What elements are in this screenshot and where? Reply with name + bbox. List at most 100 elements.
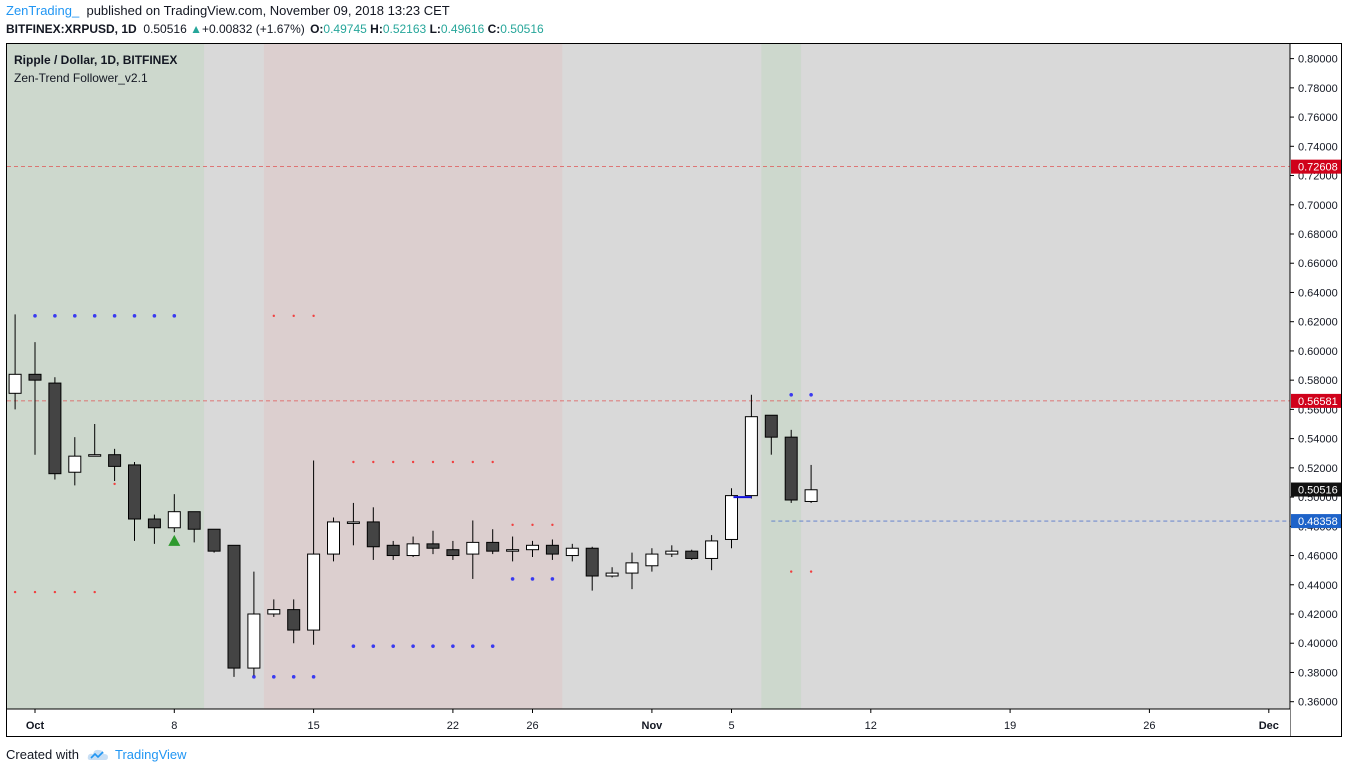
trend-dot bbox=[510, 577, 515, 581]
trend-dot bbox=[272, 314, 275, 318]
candle-body[interactable] bbox=[128, 464, 141, 520]
candle-body[interactable] bbox=[207, 528, 221, 552]
trend-dot bbox=[411, 644, 415, 648]
trend-dot bbox=[112, 314, 117, 318]
trend-dot bbox=[471, 460, 474, 464]
y-tick-label: 0.54000 bbox=[1298, 434, 1338, 446]
candle-body[interactable] bbox=[307, 553, 321, 631]
trend-dot bbox=[172, 314, 177, 318]
x-tick-label: Nov bbox=[642, 720, 664, 732]
y-tick-label: 0.62000 bbox=[1298, 317, 1338, 329]
trend-zone-green bbox=[761, 44, 802, 709]
candle-body[interactable] bbox=[366, 521, 380, 548]
trend-dot bbox=[531, 523, 534, 527]
price-label-text: 0.72608 bbox=[1298, 162, 1338, 174]
author-link[interactable]: ZenTrading_ bbox=[6, 3, 80, 18]
candle-body[interactable] bbox=[466, 541, 480, 555]
trend-dot bbox=[292, 314, 295, 318]
candle-body[interactable] bbox=[346, 521, 360, 524]
tradingview-link[interactable]: TradingView bbox=[114, 747, 187, 762]
trend-dot bbox=[530, 577, 535, 581]
candle-body[interactable] bbox=[764, 414, 778, 438]
candle-body[interactable] bbox=[386, 544, 400, 557]
candle-body[interactable] bbox=[625, 562, 639, 574]
candle-body[interactable] bbox=[227, 544, 241, 669]
candle-body[interactable] bbox=[705, 540, 719, 559]
x-tick-label: 22 bbox=[447, 720, 459, 732]
trend-dot bbox=[550, 577, 555, 581]
candle-body[interactable] bbox=[108, 454, 122, 467]
candle-body[interactable] bbox=[506, 549, 520, 552]
created-with-text: Created with bbox=[6, 747, 79, 762]
candle-body[interactable] bbox=[48, 382, 62, 475]
candle-body[interactable] bbox=[784, 436, 798, 501]
low-label: L: bbox=[429, 22, 441, 36]
trend-dot bbox=[372, 460, 375, 464]
price-axis[interactable] bbox=[1290, 44, 1342, 737]
trend-dot bbox=[371, 644, 376, 648]
price-label-box bbox=[1291, 514, 1341, 529]
price-label-box bbox=[1291, 159, 1341, 174]
trend-dot bbox=[431, 460, 435, 464]
close-value: 0.50516 bbox=[500, 22, 544, 36]
candle-body[interactable] bbox=[167, 511, 181, 529]
indicator-name: Zen-Trend Follower_v2.1 bbox=[14, 71, 148, 85]
candle-body[interactable] bbox=[645, 553, 659, 567]
candle-body[interactable] bbox=[665, 550, 679, 555]
candle-body[interactable] bbox=[267, 609, 281, 615]
candle-body[interactable] bbox=[28, 373, 42, 381]
candle-body[interactable] bbox=[406, 543, 420, 557]
candle-body[interactable] bbox=[526, 544, 539, 551]
candle-body[interactable] bbox=[725, 495, 738, 540]
candle-body[interactable] bbox=[327, 521, 340, 555]
trend-dot bbox=[132, 314, 137, 318]
y-tick-label: 0.60000 bbox=[1298, 346, 1338, 358]
y-tick-label: 0.76000 bbox=[1298, 112, 1338, 124]
trend-dot bbox=[789, 392, 793, 397]
y-tick-label: 0.42000 bbox=[1298, 609, 1338, 621]
candle-body[interactable] bbox=[187, 511, 201, 530]
y-tick-label: 0.38000 bbox=[1298, 667, 1338, 679]
published-text: published on TradingView.com, November 0… bbox=[86, 3, 450, 18]
candlestick-chart[interactable]: 0.36000 0.38000 0.40000 0.42000 0.44000 0.460… bbox=[7, 44, 1342, 737]
time-axis[interactable] bbox=[7, 709, 1290, 737]
trend-dot bbox=[431, 644, 435, 648]
y-tick-label: 0.52000 bbox=[1298, 463, 1338, 475]
trend-zone-neutral bbox=[801, 44, 1290, 709]
y-tick-label: 0.68000 bbox=[1298, 229, 1338, 241]
candle-body[interactable] bbox=[8, 373, 22, 394]
candle-body[interactable] bbox=[804, 489, 818, 502]
price-label-box bbox=[1291, 482, 1341, 497]
price-label-box bbox=[1291, 393, 1341, 408]
trend-dot bbox=[790, 570, 793, 573]
x-tick-label: Dec bbox=[1259, 720, 1279, 732]
x-tick-label: 19 bbox=[1004, 720, 1016, 732]
candle-body[interactable] bbox=[545, 544, 559, 555]
candle-body[interactable] bbox=[744, 416, 758, 497]
trend-dot bbox=[13, 590, 17, 594]
candle-body[interactable] bbox=[585, 547, 599, 577]
candle-body[interactable] bbox=[486, 541, 500, 552]
candle-body[interactable] bbox=[685, 550, 699, 559]
trend-dot bbox=[451, 644, 455, 648]
candle-body[interactable] bbox=[247, 613, 261, 669]
trend-dot bbox=[351, 644, 356, 648]
candle-body[interactable] bbox=[565, 547, 579, 557]
trend-dot bbox=[352, 460, 355, 464]
trend-dot bbox=[33, 590, 37, 594]
candle-body[interactable] bbox=[605, 572, 619, 577]
y-tick-label: 0.64000 bbox=[1298, 287, 1338, 299]
trend-dot bbox=[311, 675, 316, 679]
trend-dot bbox=[152, 314, 157, 318]
trend-dot bbox=[411, 460, 415, 464]
price-label-text: 0.56581 bbox=[1298, 396, 1338, 408]
candle-body[interactable] bbox=[147, 518, 161, 529]
candle-body[interactable] bbox=[88, 454, 102, 457]
trend-dot bbox=[511, 523, 514, 527]
candle-body[interactable] bbox=[287, 609, 301, 631]
trend-dot bbox=[92, 314, 97, 318]
candle-body[interactable] bbox=[426, 543, 440, 549]
candle-body[interactable] bbox=[68, 455, 82, 473]
candle-body[interactable] bbox=[446, 549, 460, 557]
chart-panel[interactable]: 0.36000 0.38000 0.40000 0.42000 0.44000 0.460… bbox=[6, 43, 1342, 737]
